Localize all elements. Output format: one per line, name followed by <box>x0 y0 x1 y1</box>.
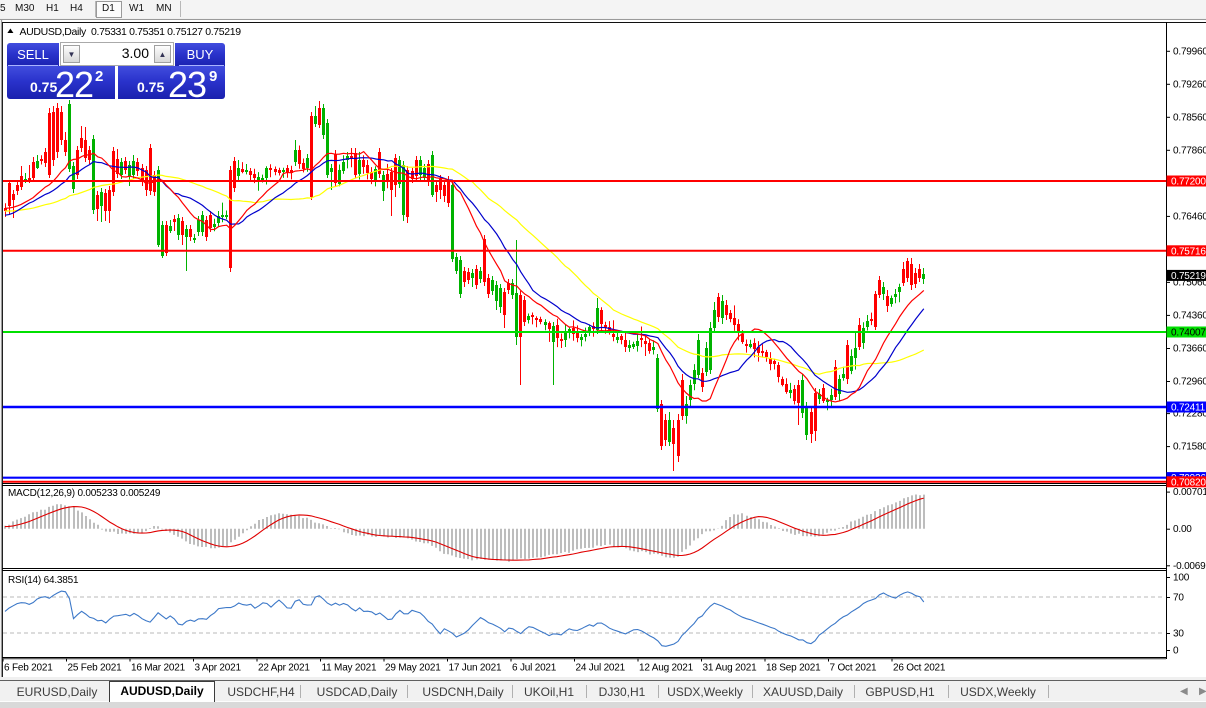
svg-text:AUDUSD,Daily 0.75331 0.75351: AUDUSD,Daily 0.75331 0.75351 0.75127 0.7… <box>20 26 242 38</box>
svg-text:0.77860: 0.77860 <box>1173 145 1206 156</box>
svg-text:3 Apr 2021: 3 Apr 2021 <box>195 663 242 674</box>
svg-text:30: 30 <box>1173 629 1184 640</box>
svg-text:0.79260: 0.79260 <box>1173 79 1206 90</box>
svg-text:0.007015: 0.007015 <box>1173 487 1206 498</box>
svg-text:11 May 2021: 11 May 2021 <box>322 663 378 674</box>
svg-text:0: 0 <box>1173 646 1179 657</box>
svg-text:0.00: 0.00 <box>1173 524 1192 535</box>
svg-text:0.76460: 0.76460 <box>1173 211 1206 222</box>
svg-text:0.77200: 0.77200 <box>1171 177 1206 188</box>
svg-text:0.73660: 0.73660 <box>1173 344 1206 355</box>
svg-text:0.75716: 0.75716 <box>1171 246 1206 257</box>
svg-text:31 Aug 2021: 31 Aug 2021 <box>703 663 758 674</box>
svg-text:70: 70 <box>1173 593 1184 604</box>
svg-text:24 Jul 2021: 24 Jul 2021 <box>576 663 626 674</box>
svg-text:17 Jun 2021: 17 Jun 2021 <box>449 663 502 674</box>
svg-text:-0.00692: -0.00692 <box>1173 561 1206 572</box>
svg-text:0.78560: 0.78560 <box>1173 112 1206 123</box>
svg-text:6 Jul 2021: 6 Jul 2021 <box>512 663 557 674</box>
svg-text:12 Aug 2021: 12 Aug 2021 <box>639 663 694 674</box>
svg-text:22 Apr 2021: 22 Apr 2021 <box>258 663 310 674</box>
svg-text:25 Feb 2021: 25 Feb 2021 <box>68 663 123 674</box>
svg-text:0.72411: 0.72411 <box>1171 403 1206 414</box>
svg-text:29 May 2021: 29 May 2021 <box>385 663 441 674</box>
svg-text:6 Feb 2021: 6 Feb 2021 <box>4 663 53 674</box>
svg-text:MACD(12,26,9) 0.005233 0.00524: MACD(12,26,9) 0.005233 0.005249 <box>8 488 161 499</box>
svg-text:18 Sep 2021: 18 Sep 2021 <box>766 663 821 674</box>
svg-text:100: 100 <box>1173 573 1190 584</box>
svg-text:0.75219: 0.75219 <box>1171 271 1206 282</box>
svg-text:RSI(14) 64.3851: RSI(14) 64.3851 <box>8 575 79 586</box>
svg-text:0.71580: 0.71580 <box>1173 442 1206 453</box>
svg-text:16 Mar 2021: 16 Mar 2021 <box>131 663 186 674</box>
svg-text:7 Oct 2021: 7 Oct 2021 <box>830 663 878 674</box>
svg-text:26 Oct 2021: 26 Oct 2021 <box>893 663 946 674</box>
svg-text:0.72960: 0.72960 <box>1173 377 1206 388</box>
svg-text:0.74007: 0.74007 <box>1171 328 1206 339</box>
svg-text:0.79960: 0.79960 <box>1173 46 1206 57</box>
svg-text:0.74360: 0.74360 <box>1173 310 1206 321</box>
